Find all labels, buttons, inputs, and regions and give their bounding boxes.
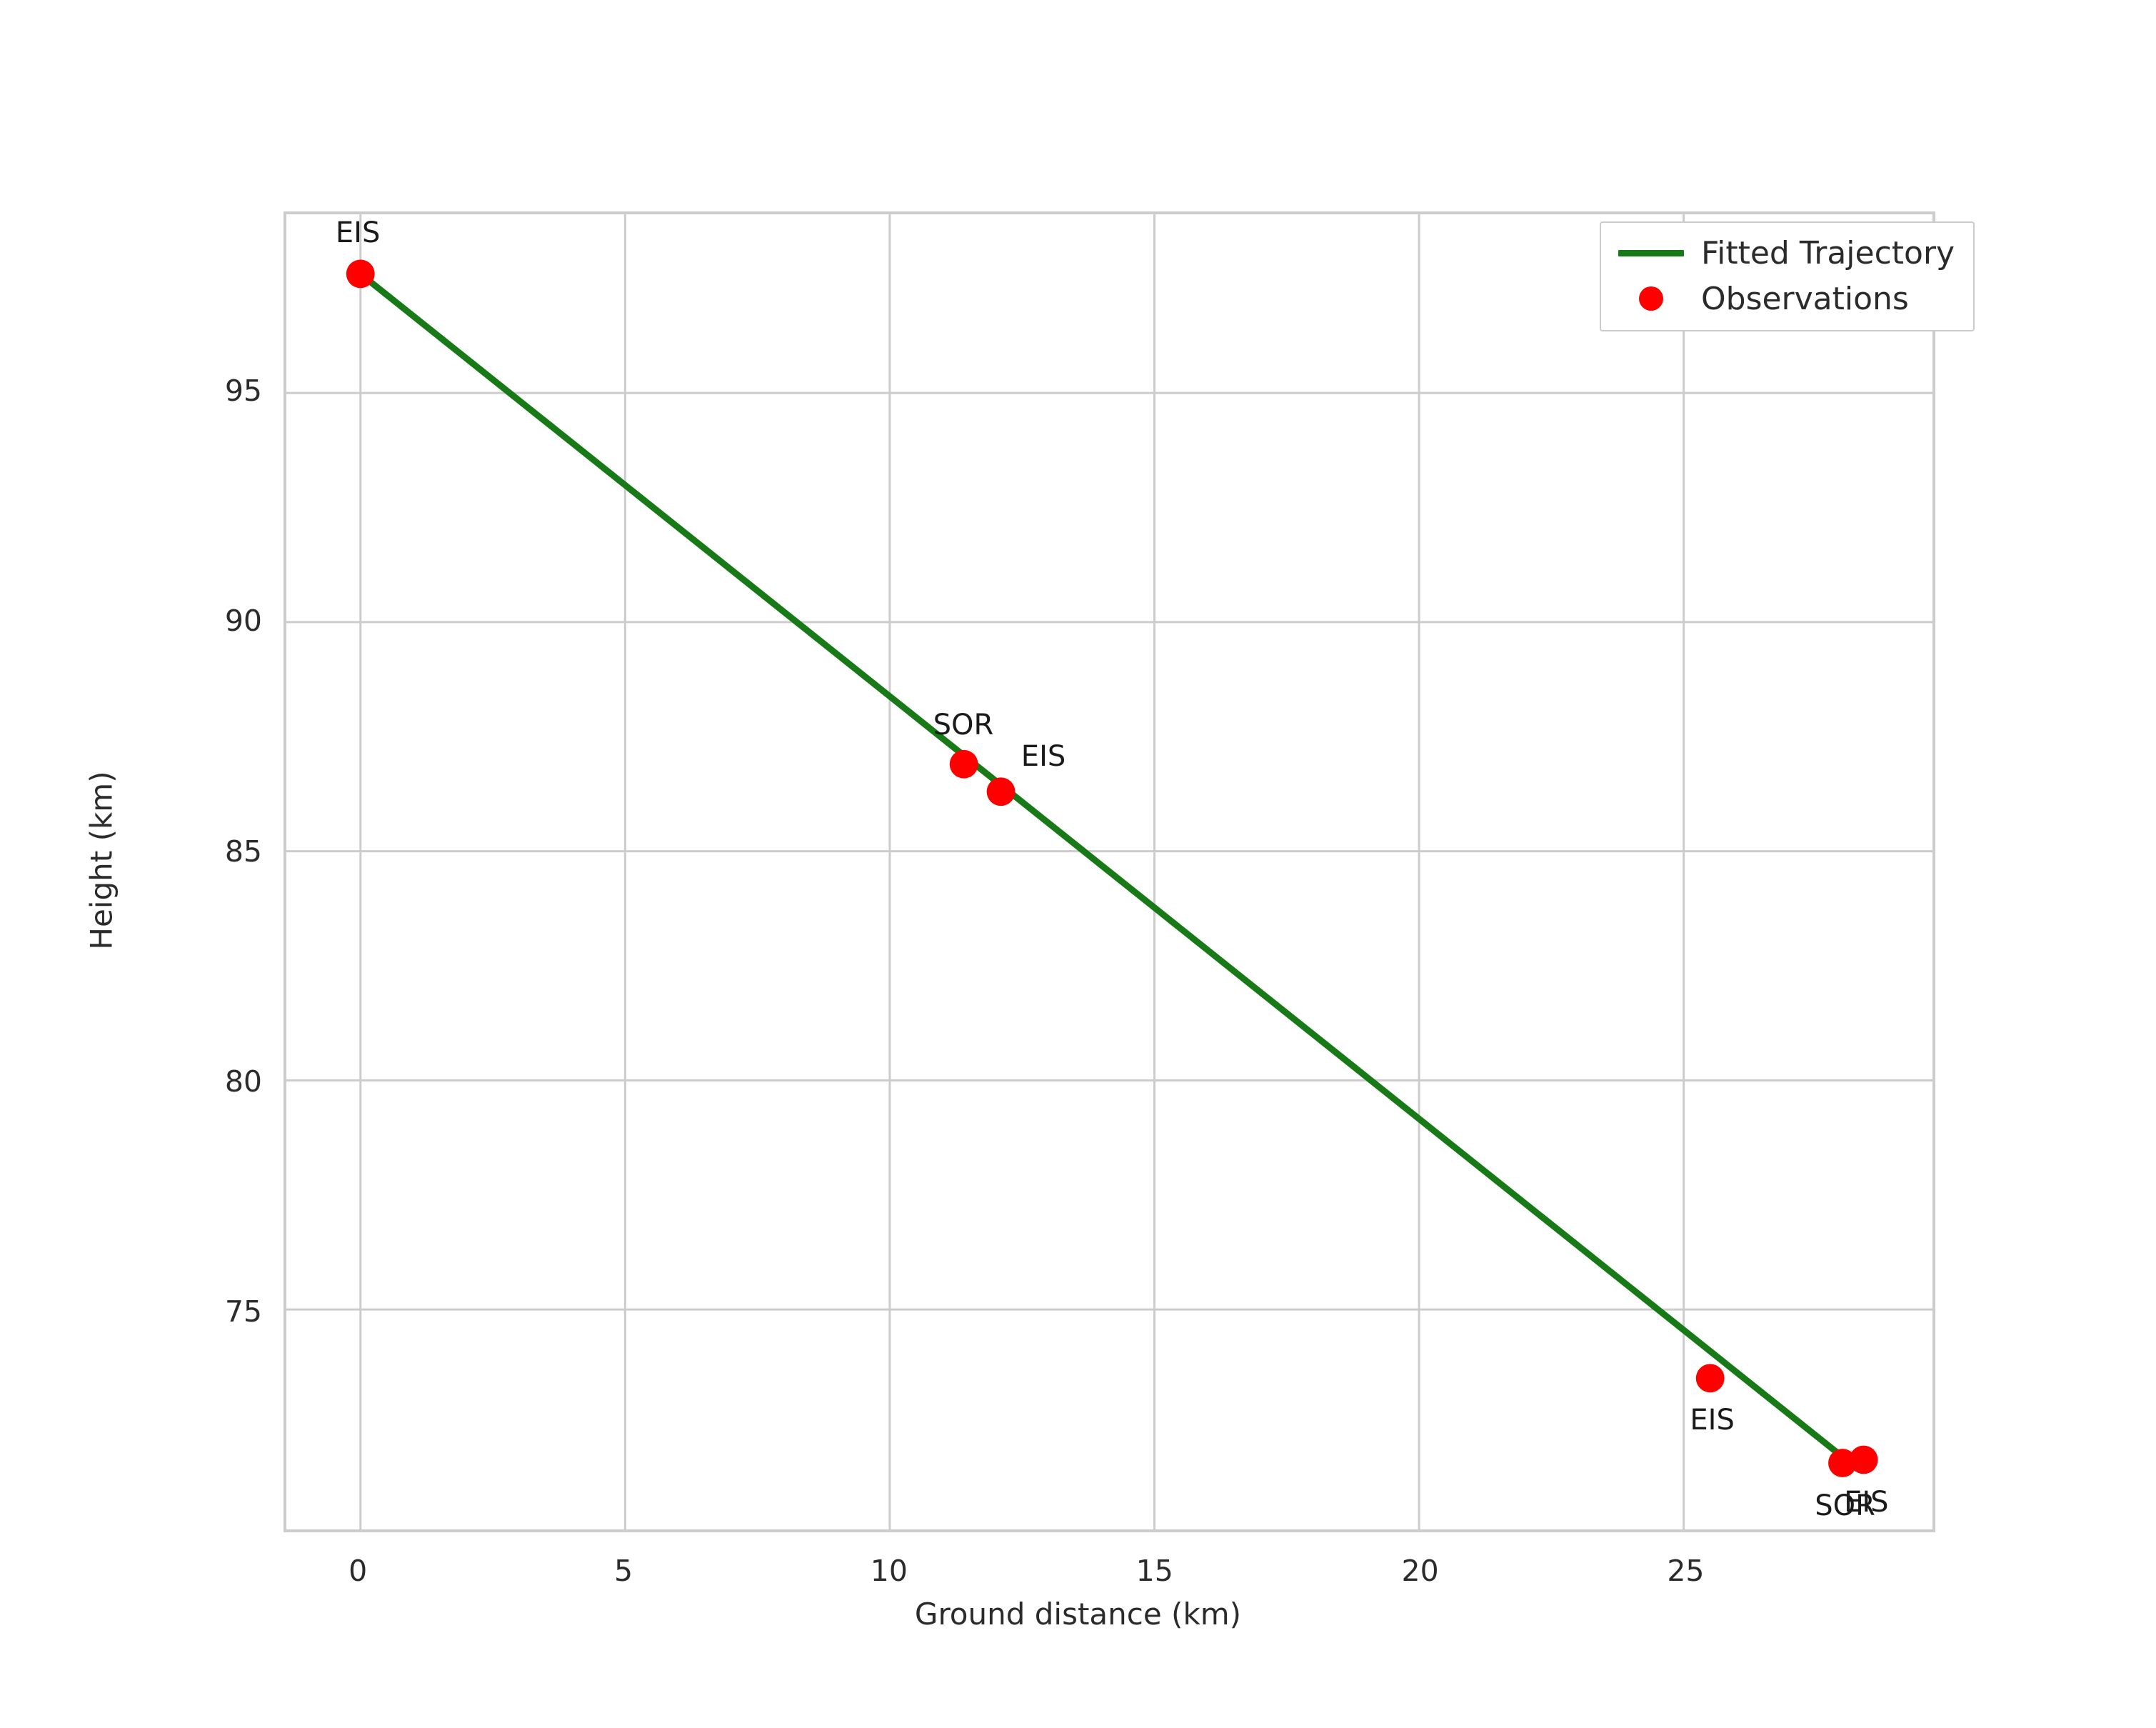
legend-label-observations: Observations — [1701, 280, 1909, 317]
plot-area — [284, 211, 1935, 1532]
y-tick-label: 75 — [224, 1294, 262, 1329]
point-label: EIS — [1690, 1404, 1735, 1437]
point-label: EIS — [1844, 1486, 1889, 1519]
y-tick-label: 90 — [224, 604, 262, 639]
legend-dot-swatch — [1617, 286, 1685, 311]
legend-entry-observations[interactable]: Observations — [1617, 280, 1955, 317]
x-tick-label: 5 — [613, 1554, 633, 1588]
y-axis-label: Height (km) — [84, 771, 119, 950]
data-layer — [346, 259, 1878, 1477]
x-tick-label: 0 — [349, 1554, 368, 1588]
x-axis-label: Ground distance (km) — [914, 1597, 1242, 1632]
point-label: SOR — [1815, 1489, 1875, 1522]
legend-label-fitted-trajectory: Fitted Trajectory — [1701, 234, 1955, 271]
fitted-trajectory-line — [358, 271, 1855, 1468]
x-tick-label: 15 — [1135, 1554, 1173, 1588]
legend-entry-fitted-trajectory[interactable]: Fitted Trajectory — [1617, 234, 1955, 271]
observation-point[interactable] — [949, 749, 978, 779]
point-label: SOR — [933, 709, 994, 742]
x-tick-label: 20 — [1401, 1554, 1439, 1588]
chart-legend: Fitted Trajectory Observations — [1600, 221, 1975, 331]
y-tick-label: 95 — [224, 374, 262, 409]
x-tick-label: 10 — [870, 1554, 908, 1588]
y-tick-label: 85 — [224, 834, 262, 869]
observation-point[interactable] — [1695, 1364, 1725, 1393]
y-tick-label: 80 — [224, 1064, 262, 1099]
x-tick-label: 25 — [1667, 1554, 1705, 1588]
observation-point[interactable] — [986, 777, 1016, 806]
legend-line-swatch — [1617, 249, 1685, 256]
grid-lines — [286, 214, 1932, 1529]
observation-point[interactable] — [346, 259, 375, 289]
observation-point[interactable] — [1849, 1445, 1878, 1474]
point-label: EIS — [1021, 739, 1066, 773]
point-label: EIS — [335, 216, 381, 249]
observation-point[interactable] — [1828, 1449, 1857, 1477]
